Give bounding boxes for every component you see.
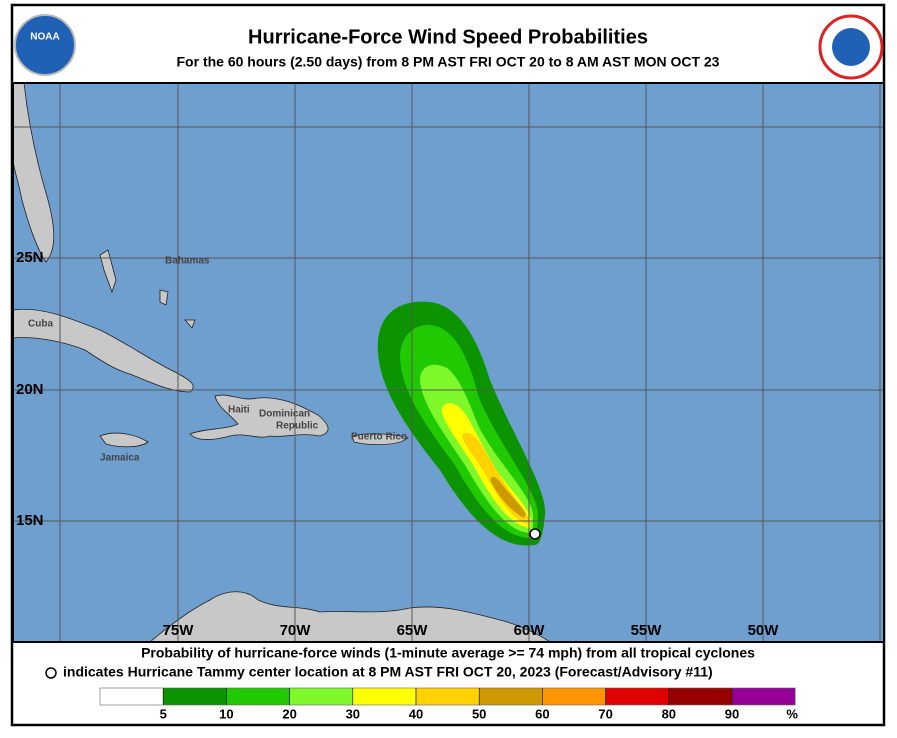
legend-label: 40 (409, 706, 423, 721)
legend-unit: % (786, 706, 798, 721)
legend-swatch (226, 687, 290, 706)
place-label: Cuba (28, 319, 53, 330)
graticule (13, 83, 884, 642)
lon-label: 55W (631, 622, 663, 639)
noaa-text: NOAA (30, 32, 59, 43)
legend-swatch (605, 687, 670, 706)
lon-label: 60W (514, 622, 546, 639)
place-label: Puerto Rico (351, 432, 407, 443)
legend-label: 90 (725, 706, 739, 721)
lat-label: 15N (16, 512, 44, 529)
subtitle: For the 60 hours (2.50 days) from 8 PM A… (177, 54, 720, 70)
legend-swatch (352, 687, 417, 706)
jamaica (99, 432, 149, 448)
caption: indicates Hurricane Tammy center locatio… (63, 664, 713, 680)
legend: 5 10 20 30 40 50 60 70 80 90% (99, 687, 798, 721)
storm-center (529, 528, 541, 540)
noaa-logo (14, 14, 76, 76)
legend-swatch (289, 687, 354, 706)
cuba (13, 308, 194, 393)
lat-label: 25N (16, 249, 44, 266)
legend-swatch (99, 687, 164, 706)
lon-label: 70W (280, 622, 312, 639)
lon-label: 50W (748, 622, 780, 639)
place-label: Republic (276, 421, 319, 432)
title: Hurricane-Force Wind Speed Probabilities (248, 26, 648, 48)
hispaniola (189, 394, 329, 440)
legend-label: 50 (472, 706, 486, 721)
legend-swatch (478, 687, 543, 706)
south-america (149, 591, 551, 642)
legend-swatch (415, 687, 480, 706)
legend-label: 70 (598, 706, 612, 721)
caption-marker (45, 667, 57, 679)
lon-label: 65W (397, 622, 429, 639)
legend-swatch (162, 687, 227, 706)
nws-logo-inner (832, 28, 870, 66)
place-label: Dominican (259, 409, 310, 420)
legend-swatch (542, 687, 606, 706)
legend-swatch (668, 687, 733, 706)
lat-label: 20N (16, 381, 44, 398)
caption: Probability of hurricane-force winds (1-… (141, 645, 755, 661)
map-border (12, 82, 885, 643)
map: 25N 20N 15N 75W 70W 65W 60W 55W 50W Baha… (12, 82, 885, 643)
legend-label: 30 (346, 706, 360, 721)
prob-50 (490, 476, 526, 518)
legend-label: 10 (219, 706, 233, 721)
legend-label: 5 (160, 706, 167, 721)
place-label: Bahamas (165, 256, 210, 267)
florida (13, 83, 55, 263)
legend-swatch (731, 687, 796, 706)
place-label: Jamaica (100, 453, 140, 464)
legend-label: 60 (535, 706, 549, 721)
lon-label: 75W (163, 622, 195, 639)
place-label: Haiti (228, 405, 250, 416)
puerto-rico (351, 433, 409, 446)
legend-label: 20 (282, 706, 296, 721)
legend-label: 80 (662, 706, 676, 721)
